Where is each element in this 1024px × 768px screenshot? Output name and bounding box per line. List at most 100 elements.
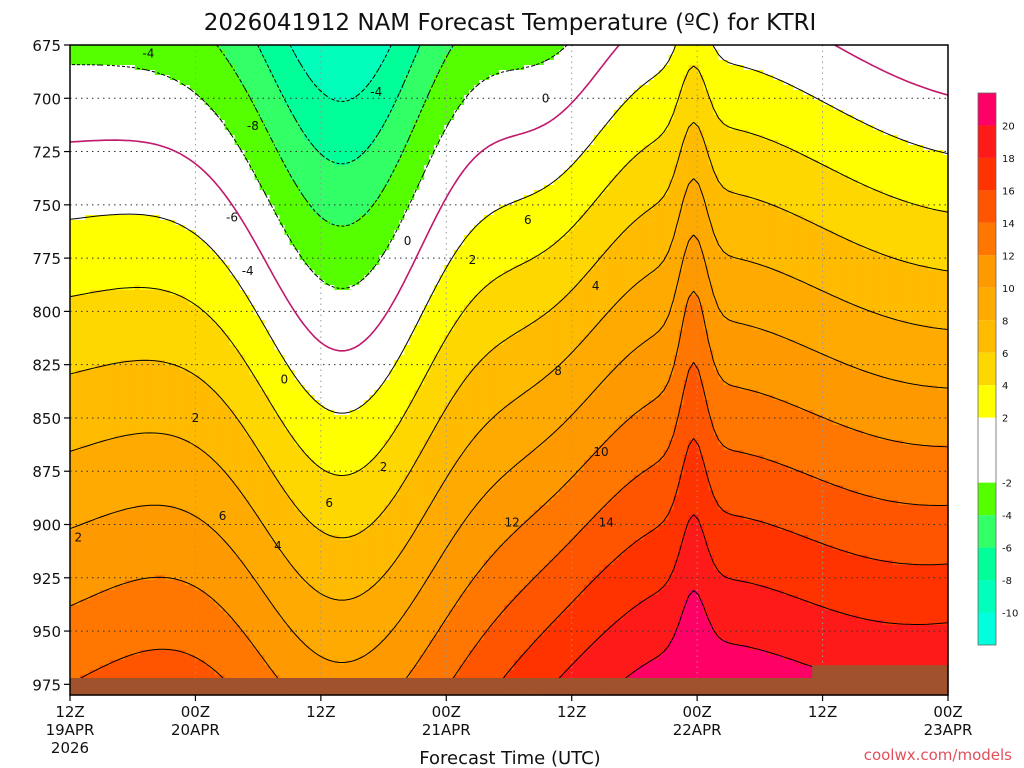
temperature-cell bbox=[723, 165, 730, 171]
temperature-cell bbox=[563, 125, 570, 131]
temperature-cell bbox=[793, 65, 799, 71]
temperature-cell bbox=[84, 115, 91, 121]
temperature-cell bbox=[798, 145, 804, 151]
temperature-cell bbox=[349, 55, 355, 61]
temperature-cell bbox=[109, 145, 116, 151]
temperature-cell bbox=[299, 170, 306, 176]
temperature-cell bbox=[848, 105, 854, 111]
temperature-cell bbox=[928, 65, 934, 71]
temperature-cell bbox=[224, 135, 231, 141]
temperature-cell bbox=[888, 175, 894, 181]
temperature-cell bbox=[608, 105, 615, 111]
temperature-cell bbox=[903, 80, 909, 86]
temperature-cell bbox=[538, 170, 545, 176]
temperature-cell bbox=[204, 105, 211, 111]
temperature-cell bbox=[688, 105, 695, 111]
temperature-cell bbox=[209, 185, 216, 191]
temperature-cell bbox=[823, 120, 829, 126]
temperature-cell bbox=[184, 105, 191, 111]
temperature-cell bbox=[214, 80, 221, 86]
temperature-cell bbox=[364, 135, 370, 141]
temperature-cell bbox=[144, 75, 151, 81]
temperature-cell bbox=[758, 60, 765, 66]
temperature-cell bbox=[873, 170, 879, 176]
temperature-cell bbox=[688, 135, 695, 141]
temperature-cell bbox=[124, 115, 131, 121]
temperature-cell bbox=[528, 65, 535, 71]
temperature-cell bbox=[938, 130, 944, 136]
temperature-cell bbox=[229, 170, 236, 176]
temperature-cell bbox=[309, 115, 316, 121]
temperature-cell bbox=[623, 100, 630, 106]
temperature-cell bbox=[918, 150, 924, 156]
temperature-cell bbox=[314, 60, 321, 66]
temperature-cell bbox=[598, 170, 605, 176]
temperature-cell bbox=[374, 135, 380, 141]
temperature-cell bbox=[823, 105, 829, 111]
temperature-cell bbox=[903, 90, 909, 96]
temperature-cell bbox=[129, 100, 136, 106]
temperature-cell bbox=[943, 75, 949, 81]
temperature-cell bbox=[578, 60, 585, 66]
temperature-cell bbox=[229, 95, 236, 101]
temperature-cell bbox=[543, 180, 550, 186]
temperature-cell bbox=[768, 70, 774, 76]
temperature-cell bbox=[603, 85, 610, 91]
temperature-cell bbox=[379, 185, 385, 191]
temperature-cell bbox=[279, 150, 286, 156]
temperature-cell bbox=[294, 185, 301, 191]
temperature-cell bbox=[479, 150, 485, 156]
temperature-cell bbox=[134, 105, 141, 111]
temperature-cell bbox=[868, 155, 874, 161]
temperature-cell bbox=[199, 110, 206, 116]
temperature-cell bbox=[234, 185, 241, 191]
temperature-cell bbox=[853, 85, 859, 91]
temperature-cell bbox=[184, 100, 191, 106]
temperature-cell bbox=[878, 70, 884, 76]
temperature-cell bbox=[618, 145, 625, 151]
temperature-cell bbox=[229, 105, 236, 111]
temperature-cell bbox=[813, 165, 819, 171]
temperature-cell bbox=[239, 100, 246, 106]
temperature-cell bbox=[723, 170, 730, 176]
temperature-cell bbox=[518, 45, 525, 51]
temperature-cell bbox=[369, 150, 375, 156]
temperature-cell bbox=[269, 175, 276, 181]
temperature-cell bbox=[124, 120, 131, 126]
temperature-cell bbox=[903, 175, 909, 181]
temperature-cell bbox=[868, 130, 874, 136]
temperature-cell bbox=[94, 85, 101, 91]
temperature-cell bbox=[753, 110, 760, 116]
temperature-cell bbox=[254, 75, 261, 81]
temperature-cell bbox=[414, 150, 420, 156]
temperature-cell bbox=[778, 180, 784, 186]
temperature-cell bbox=[733, 70, 740, 76]
temperature-cell bbox=[758, 110, 765, 116]
temperature-cell bbox=[823, 65, 829, 71]
temperature-cell bbox=[818, 160, 824, 166]
temperature-cell bbox=[284, 70, 291, 76]
temperature-cell bbox=[89, 175, 96, 181]
temperature-cell bbox=[728, 90, 735, 96]
temperature-cell bbox=[254, 140, 261, 146]
temperature-cell bbox=[803, 160, 809, 166]
temperature-cell bbox=[349, 50, 355, 56]
temperature-cell bbox=[409, 110, 415, 116]
temperature-cell bbox=[868, 55, 874, 61]
temperature-cell bbox=[633, 170, 640, 176]
temperature-cell bbox=[798, 180, 804, 186]
temperature-cell bbox=[928, 135, 934, 141]
temperature-cell bbox=[643, 100, 650, 106]
temperature-cell bbox=[543, 45, 550, 51]
temperature-cell bbox=[344, 85, 350, 91]
temperature-cell bbox=[229, 185, 236, 191]
temperature-cell bbox=[309, 45, 316, 51]
temperature-cell bbox=[653, 60, 660, 66]
temperature-cell bbox=[429, 45, 435, 51]
temperature-cell bbox=[364, 115, 370, 121]
temperature-cell bbox=[274, 100, 281, 106]
temperature-cell bbox=[274, 45, 281, 51]
temperature-cell bbox=[818, 170, 824, 176]
temperature-cell bbox=[79, 170, 86, 176]
temperature-cell bbox=[474, 105, 480, 111]
